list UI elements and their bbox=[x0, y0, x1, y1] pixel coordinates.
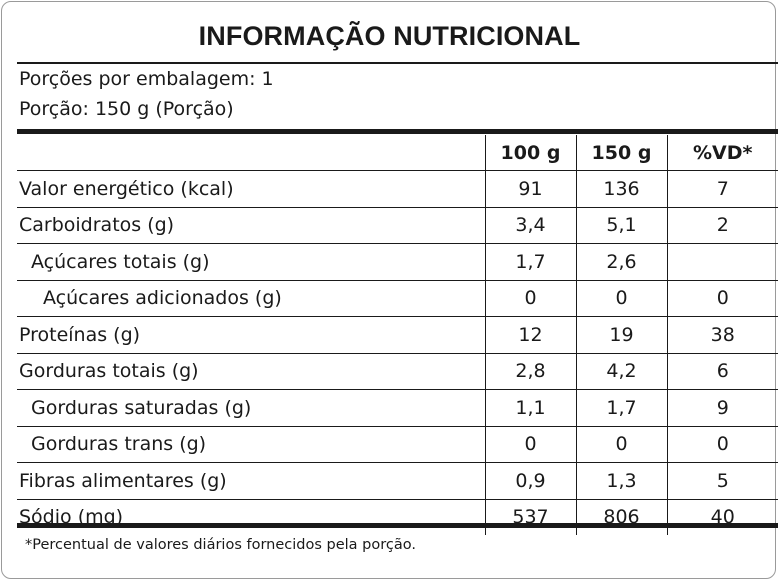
portion-divider bbox=[17, 129, 778, 134]
nutrient-name: Gorduras totais (g) bbox=[17, 353, 485, 390]
header-nutrient bbox=[17, 135, 485, 171]
value-vd: 38 bbox=[666, 316, 778, 354]
table-header-row: 100 g 150 g %VD* bbox=[17, 135, 778, 171]
table-row: Açúcares totais (g) 1,7 2,6 bbox=[17, 243, 778, 281]
value-100g: 537 bbox=[484, 499, 576, 535]
nutrient-name: Gorduras trans (g) bbox=[17, 426, 485, 463]
value-100g: 3,4 bbox=[484, 207, 576, 244]
nutrient-name: Fibras alimentares (g) bbox=[17, 462, 485, 500]
value-100g: 0,9 bbox=[484, 462, 576, 500]
value-vd: 7 bbox=[666, 170, 778, 208]
nutrient-name: Açúcares totais (g) bbox=[17, 243, 485, 281]
header-150g: 150 g bbox=[575, 135, 667, 171]
title-divider bbox=[17, 62, 778, 64]
value-100g: 0 bbox=[484, 280, 576, 317]
value-150g: 0 bbox=[575, 280, 667, 317]
value-vd bbox=[666, 243, 778, 281]
value-150g: 1,7 bbox=[575, 389, 667, 427]
value-100g: 0 bbox=[484, 426, 576, 463]
header-100g: 100 g bbox=[484, 135, 576, 171]
value-vd: 0 bbox=[666, 426, 778, 463]
value-150g: 19 bbox=[575, 316, 667, 354]
table-row: Gorduras totais (g) 2,8 4,2 6 bbox=[17, 353, 778, 390]
value-vd: 6 bbox=[666, 353, 778, 390]
nutrition-table: 100 g 150 g %VD* Valor energético (kcal)… bbox=[17, 135, 778, 535]
table-row: Gorduras saturadas (g) 1,1 1,7 9 bbox=[17, 389, 778, 427]
nutrient-name: Gorduras saturadas (g) bbox=[17, 389, 485, 427]
table-row: Fibras alimentares (g) 0,9 1,3 5 bbox=[17, 462, 778, 500]
portions-per-package: Porções por embalagem: 1 bbox=[19, 68, 274, 90]
table-row: Proteínas (g) 12 19 38 bbox=[17, 316, 778, 354]
value-100g: 91 bbox=[484, 170, 576, 208]
header-vd: %VD* bbox=[666, 135, 778, 171]
value-150g: 1,3 bbox=[575, 462, 667, 500]
nutrition-rows: Valor energético (kcal) 91 136 7 Carboidrato… bbox=[17, 170, 778, 535]
footnote: *Percentual de valores diários fornecido… bbox=[25, 537, 416, 553]
value-vd: 9 bbox=[666, 389, 778, 427]
nutrient-name: Proteínas (g) bbox=[17, 316, 485, 354]
value-150g: 0 bbox=[575, 426, 667, 463]
nutrient-name: Carboidratos (g) bbox=[17, 207, 485, 244]
value-vd: 5 bbox=[666, 462, 778, 500]
value-150g: 136 bbox=[575, 170, 667, 208]
value-vd: 2 bbox=[666, 207, 778, 244]
value-150g: 2,6 bbox=[575, 243, 667, 281]
table-bottom-divider bbox=[17, 523, 778, 528]
value-150g: 5,1 bbox=[575, 207, 667, 244]
portion-size: Porção: 150 g (Porção) bbox=[19, 98, 234, 120]
table-row: Carboidratos (g) 3,4 5,1 2 bbox=[17, 207, 778, 244]
table-row: Sódio (mg) 537 806 40 bbox=[17, 499, 778, 535]
nutrient-name: Açúcares adicionados (g) bbox=[17, 280, 485, 317]
value-100g: 1,1 bbox=[484, 389, 576, 427]
value-vd: 40 bbox=[666, 499, 778, 535]
table-row: Valor energético (kcal) 91 136 7 bbox=[17, 170, 778, 208]
label-title: INFORMAÇÃO NUTRICIONAL bbox=[198, 21, 581, 51]
value-150g: 4,2 bbox=[575, 353, 667, 390]
value-100g: 12 bbox=[484, 316, 576, 354]
nutrient-name: Valor energético (kcal) bbox=[17, 170, 485, 208]
value-100g: 1,7 bbox=[484, 243, 576, 281]
table-row: Gorduras trans (g) 0 0 0 bbox=[17, 426, 778, 463]
value-150g: 806 bbox=[575, 499, 667, 535]
nutrient-name: Sódio (mg) bbox=[19, 506, 124, 529]
value-vd: 0 bbox=[666, 280, 778, 317]
table-row: Açúcares adicionados (g) 0 0 0 bbox=[17, 280, 778, 317]
value-100g: 2,8 bbox=[484, 353, 576, 390]
